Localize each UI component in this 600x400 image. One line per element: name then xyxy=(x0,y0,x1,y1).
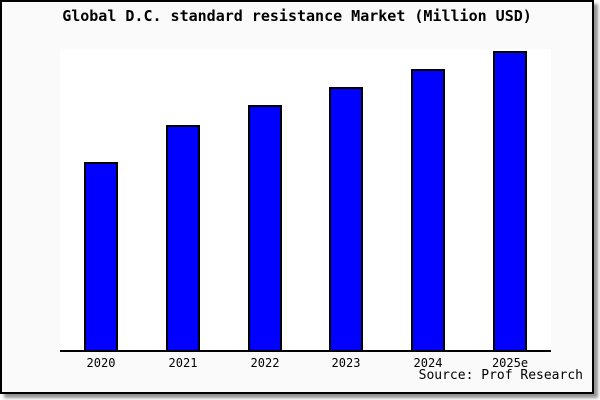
plot-area xyxy=(60,49,551,352)
bar-2025e xyxy=(493,51,527,350)
x-tick-label-2021: 2021 xyxy=(168,356,198,370)
x-tick-label-2023: 2023 xyxy=(331,356,361,370)
bar-2020 xyxy=(84,162,118,350)
chart-title: Global D.C. standard resistance Market (… xyxy=(62,7,532,25)
bar-2022 xyxy=(248,105,282,350)
chart-frame: Global D.C. standard resistance Market (… xyxy=(0,0,594,394)
x-tick-label-2022: 2022 xyxy=(250,356,280,370)
bar-2023 xyxy=(329,87,363,350)
bar-2021 xyxy=(166,125,200,350)
source-note: Source: Prof Research xyxy=(418,368,583,383)
x-tick-label-2020: 2020 xyxy=(86,356,116,370)
bar-2024 xyxy=(411,69,445,350)
